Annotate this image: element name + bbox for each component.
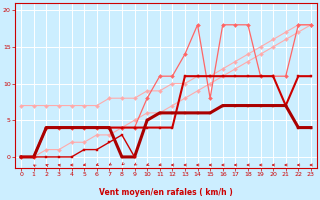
- X-axis label: Vent moyen/en rafales ( km/h ): Vent moyen/en rafales ( km/h ): [99, 188, 233, 197]
